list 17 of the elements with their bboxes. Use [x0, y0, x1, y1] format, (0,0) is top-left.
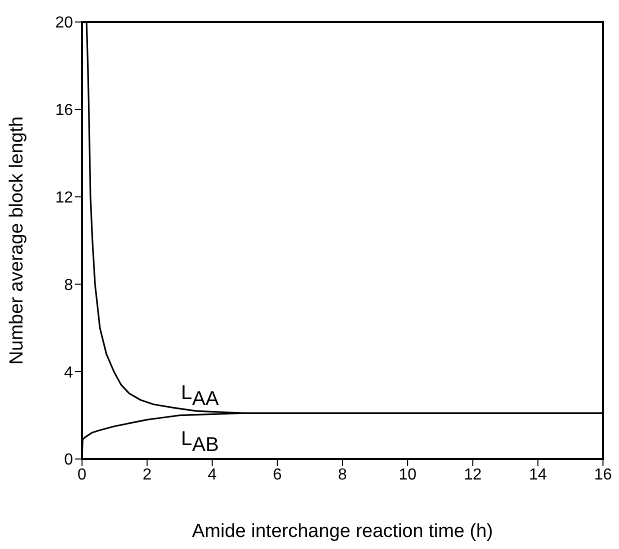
x-tick-label: 2: [142, 466, 152, 484]
x-tick-label: 4: [208, 466, 217, 484]
x-tick-label: 12: [464, 466, 482, 484]
y-axis-title: Number average block length: [6, 116, 28, 365]
y-tick-label: 4: [64, 364, 74, 382]
x-axis-title: Amide interchange reaction time (h): [192, 521, 493, 542]
x-tick-label: 0: [78, 466, 87, 484]
x-tick-label: 6: [272, 466, 282, 484]
y-tick-label: 0: [64, 452, 74, 469]
y-tick-label: 20: [55, 14, 74, 32]
x-tick-label: 10: [398, 466, 417, 484]
y-tick-label: 8: [64, 276, 74, 294]
y-tick-label: 16: [55, 102, 74, 120]
x-tick-label: 16: [594, 466, 612, 484]
y-tick-label: 12: [55, 189, 74, 206]
x-tick-label: 8: [338, 466, 348, 484]
x-tick-label: 14: [528, 466, 547, 484]
